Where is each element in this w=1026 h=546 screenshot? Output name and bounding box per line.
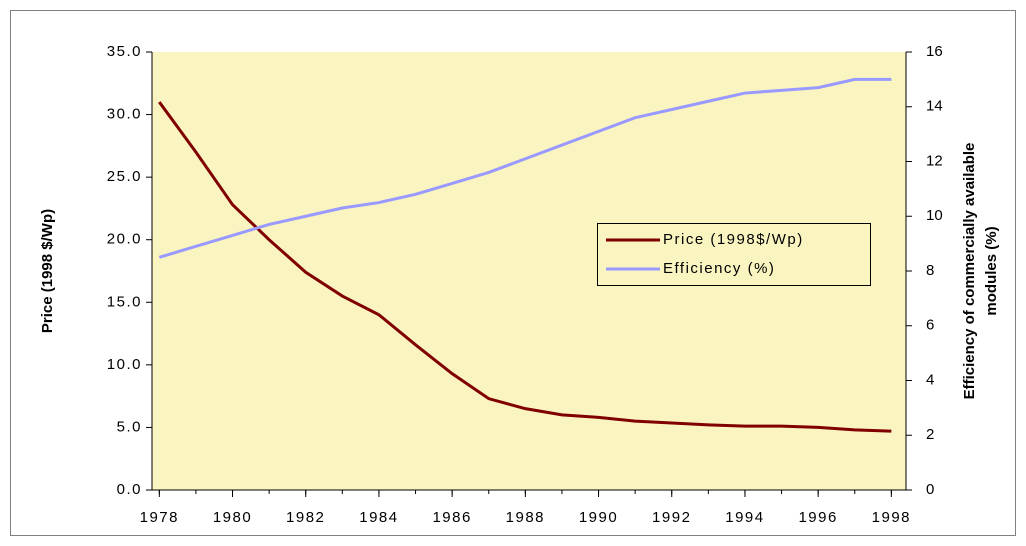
series-line	[158, 77, 892, 259]
x-tick-label: 1982	[286, 509, 325, 526]
x-tick-label: 1998	[872, 509, 911, 526]
y-axis-title: Price (1998 $/Wp)	[39, 209, 56, 333]
series-line	[158, 101, 892, 433]
y2-axis-title: Efficiency of commercially available	[961, 143, 978, 400]
y-tick-label: 30.0	[107, 106, 142, 123]
y-tick-label: 15.0	[107, 293, 142, 310]
y2-tick-label: 4	[926, 371, 934, 388]
y-tick-label: 25.0	[107, 168, 142, 185]
y2-tick-label: 12	[926, 152, 943, 169]
y-tick-label: 10.0	[107, 356, 142, 373]
legend-box	[597, 223, 871, 286]
x-tick-label: 1978	[140, 509, 179, 526]
x-tick-label: 1996	[798, 509, 837, 526]
y-tick-label: 0.0	[117, 481, 142, 498]
y2-tick-label: 8	[926, 262, 934, 279]
x-tick-label: 1980	[213, 509, 252, 526]
y2-tick-label: 0	[926, 481, 934, 498]
y2-axis-title: modules (%)	[983, 226, 1000, 315]
y2-tick-label: 10	[926, 207, 943, 224]
y-tick-label: 20.0	[107, 231, 142, 248]
y-tick-label: 35.0	[107, 43, 142, 60]
y2-tick-label: 14	[926, 98, 943, 115]
y2-tick-label: 16	[926, 43, 943, 60]
legend-label: Efficiency (%)	[663, 260, 775, 277]
x-tick-label: 1986	[432, 509, 471, 526]
y2-tick-label: 6	[926, 317, 934, 334]
x-tick-label: 1994	[725, 509, 764, 526]
x-tick-label: 1988	[506, 509, 545, 526]
x-tick-label: 1990	[579, 509, 618, 526]
y-tick-label: 5.0	[117, 418, 142, 435]
x-tick-label: 1984	[359, 509, 398, 526]
x-tick-label: 1992	[652, 509, 691, 526]
legend-label: Price (1998$/Wp)	[663, 231, 804, 248]
y2-tick-label: 2	[926, 426, 934, 443]
